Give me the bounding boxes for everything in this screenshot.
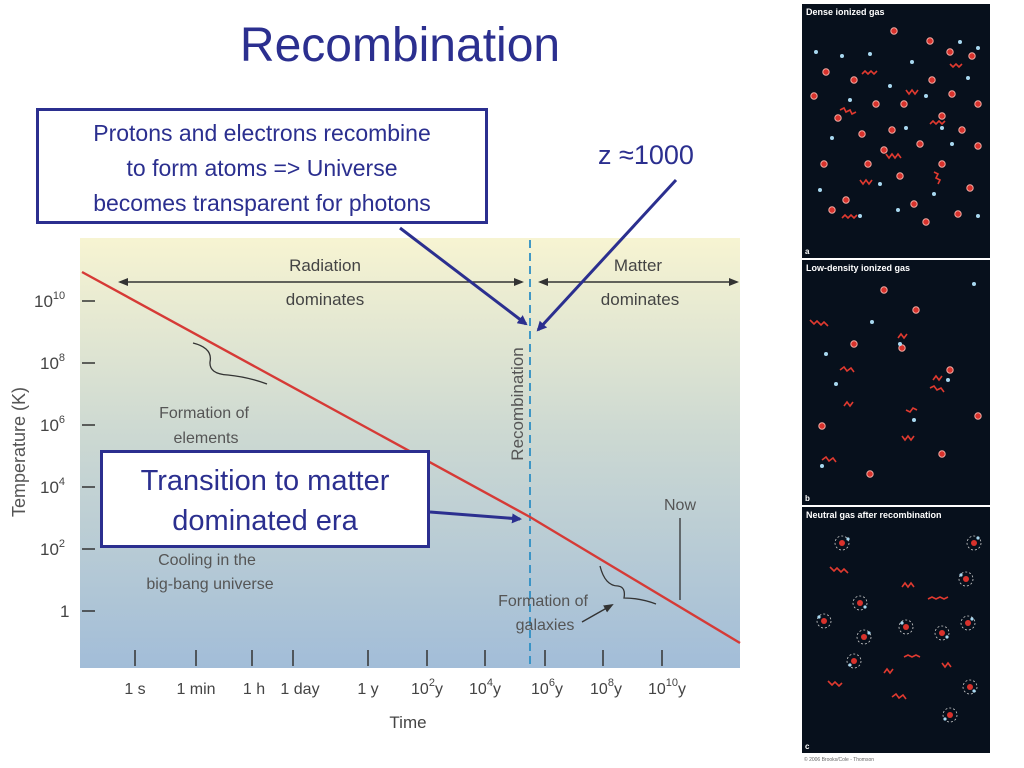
elements-brace	[192, 342, 268, 385]
panel-c-letter: c	[805, 742, 810, 751]
low-density-gas-illustration	[809, 282, 982, 478]
now-label: Now	[664, 497, 696, 514]
panel-b-letter: b	[805, 494, 810, 503]
radiation-dominates-label: dominates	[286, 290, 364, 309]
neutral-gas-illustration	[816, 535, 982, 723]
elements-label-line2: elements	[174, 430, 239, 447]
y-tick-1: 1	[60, 602, 69, 621]
elements-label-line1: Formation of	[159, 405, 249, 422]
transition-callout: Transition to matter dominated era	[100, 450, 430, 548]
y-axis-label: Temperature (K)	[9, 387, 29, 517]
galaxies-label-line2: galaxies	[516, 617, 575, 634]
panel-neutral-gas: Neutral gas after recombination c	[802, 507, 990, 753]
x-tick-1s: 1 s	[124, 681, 145, 698]
x-tick-1e8y: 108y	[590, 677, 622, 698]
x-axis	[134, 650, 663, 666]
panel-a-letter: a	[805, 247, 810, 256]
callout-line-1: Protons and electrons recombine	[93, 120, 431, 146]
galaxies-brace	[599, 565, 657, 605]
y-axis	[82, 300, 95, 612]
callout-arrow-2	[429, 510, 522, 524]
transition-line-1: Transition to matter	[140, 465, 390, 497]
panel-b-label: Low-density ionized gas	[806, 263, 911, 273]
y-tick-1e10: 1010	[34, 290, 65, 311]
y-tick-1e6: 106	[40, 414, 65, 435]
recombination-callout: Protons and electrons recombine to form …	[36, 108, 488, 224]
y-tick-1e8: 108	[40, 352, 65, 373]
x-tick-1e2y: 102y	[411, 677, 443, 698]
panel-low-density-ionized-gas: Low-density ionized gas b	[802, 260, 990, 505]
redshift-label: z ≈1000	[598, 140, 694, 170]
dense-gas-illustration	[810, 27, 982, 226]
cooling-label-line2: big-bang universe	[146, 576, 273, 593]
x-tick-1e4y: 104y	[469, 677, 501, 698]
y-tick-1e2: 102	[40, 538, 65, 559]
cooling-label-line1: Cooling in the	[158, 552, 256, 569]
x-tick-1y: 1 y	[357, 681, 378, 698]
panel-dense-ionized-gas: Dense ionized gas a	[802, 4, 990, 258]
y-tick-1e4: 104	[40, 476, 65, 497]
temperature-line	[81, 270, 741, 645]
radiation-label: Radiation	[289, 256, 361, 275]
z-arrow	[536, 178, 678, 332]
x-tick-1e6y: 106y	[531, 677, 563, 698]
panel-a-label: Dense ionized gas	[806, 7, 885, 17]
page-title: Recombination	[239, 19, 561, 72]
matter-label: Matter	[614, 256, 663, 275]
transition-line-2: dominated era	[172, 505, 358, 537]
galaxies-label-line1: Formation of	[498, 593, 588, 610]
x-tick-1min: 1 min	[176, 681, 215, 698]
galaxies-pointer	[581, 604, 614, 623]
x-axis-label: Time	[389, 713, 426, 732]
copyright-notice: © 2006 Brooks/Cole - Thomson	[804, 757, 875, 763]
recombination-label: Recombination	[508, 347, 527, 460]
callout-line-2: to form atoms => Universe	[126, 155, 398, 181]
panel-c-label: Neutral gas after recombination	[806, 510, 942, 520]
callout-arrow-1	[399, 226, 528, 326]
x-tick-1h: 1 h	[243, 681, 265, 698]
x-tick-1day: 1 day	[280, 681, 319, 698]
callout-line-3: becomes transparent for photons	[93, 190, 431, 216]
matter-dominates-label: dominates	[601, 290, 679, 309]
x-tick-1e10y: 1010y	[648, 677, 686, 698]
